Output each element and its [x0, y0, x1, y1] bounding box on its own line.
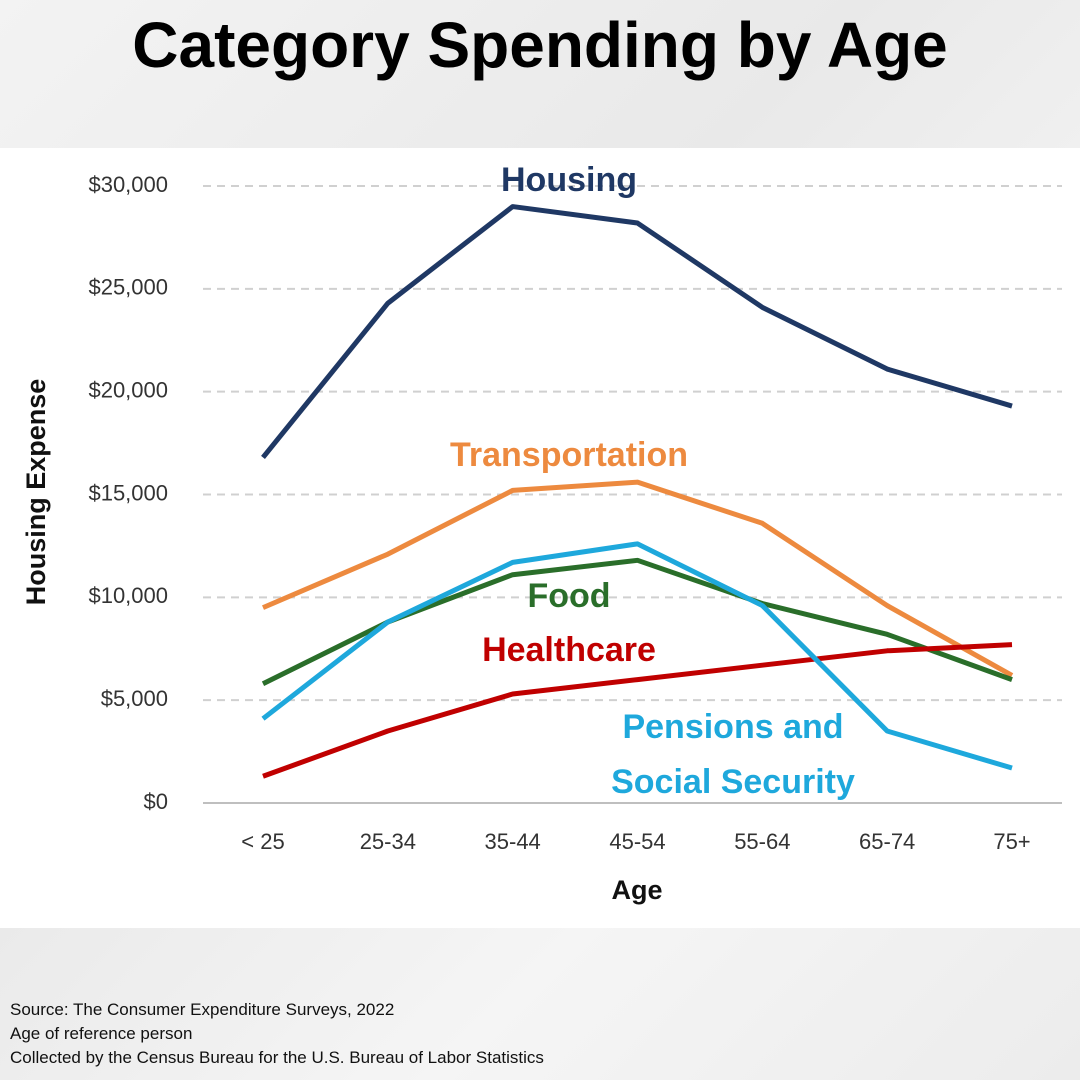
y-tick-label: $25,000 [88, 275, 168, 300]
note: Collected by the Census Bureau for the U… [10, 1048, 544, 1067]
y-tick-label: $5,000 [101, 686, 168, 711]
series-label: Healthcare [482, 631, 656, 669]
plot-background [0, 148, 1080, 928]
chart-title: Category Spending by Age [132, 9, 948, 81]
x-tick-label: 55-64 [734, 829, 790, 854]
x-axis-label: Age [611, 875, 662, 905]
y-tick-label: $0 [144, 789, 168, 814]
x-tick-label: 65-74 [859, 829, 915, 854]
note: Age of reference person [10, 1024, 193, 1043]
series-label: Housing [501, 161, 637, 199]
series-label: Transportation [450, 436, 688, 474]
y-tick-label: $30,000 [88, 172, 168, 197]
note: Source: The Consumer Expenditure Surveys… [10, 1000, 395, 1019]
x-tick-label: < 25 [241, 829, 284, 854]
series-line [262, 479, 1014, 678]
y-axis-label: Housing Expense [21, 379, 51, 606]
x-tick-label: 75+ [993, 829, 1030, 854]
x-tick-label: 45-54 [609, 829, 665, 854]
series-line [262, 642, 1013, 779]
series-label: Pensions and Social Security [611, 708, 855, 801]
series-line [261, 204, 1013, 460]
x-tick-label: 35-44 [485, 829, 541, 854]
series-label: Food [527, 577, 610, 615]
y-tick-label: $15,000 [88, 480, 168, 505]
x-tick-label: 25-34 [360, 829, 416, 854]
series-line [261, 541, 1013, 771]
y-tick-label: $10,000 [88, 583, 168, 608]
y-tick-label: $20,000 [88, 377, 168, 402]
